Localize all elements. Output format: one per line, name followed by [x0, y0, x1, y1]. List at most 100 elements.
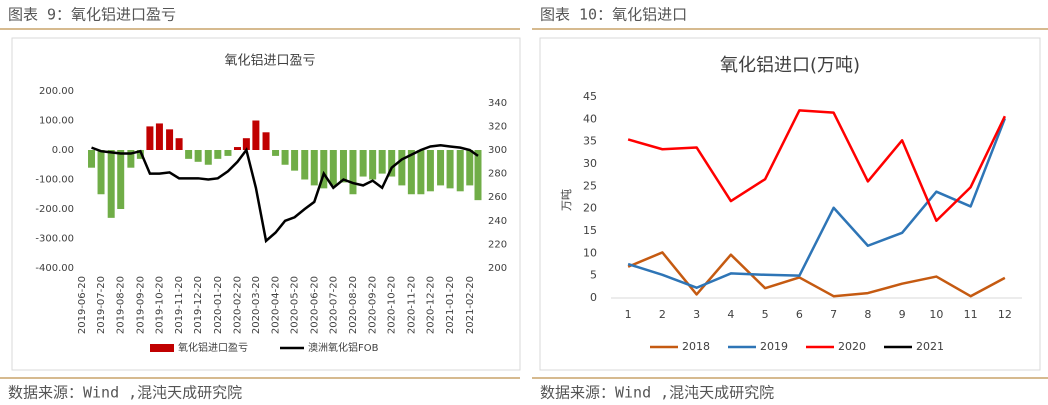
y2-tick-label: 240	[488, 216, 507, 227]
y-tick-label: 5	[590, 269, 597, 282]
bar	[388, 150, 396, 177]
x-tick-label: 5	[762, 308, 769, 321]
x-tick-label: 7	[830, 308, 837, 321]
x-tick-label: 2019-11-20	[174, 276, 185, 334]
y-tick-label: 0	[590, 291, 597, 304]
x-tick-label: 10	[929, 308, 943, 321]
y2-tick-label: 340	[488, 98, 507, 109]
bar	[107, 150, 115, 218]
legend-label: 氧化铝进口盈亏	[178, 341, 248, 354]
bar	[359, 150, 367, 177]
bar	[146, 126, 154, 150]
x-tick-label: 2020-06-20	[309, 276, 320, 334]
bar	[456, 150, 464, 192]
bar	[407, 150, 415, 195]
bar	[329, 150, 337, 186]
y-tick-label: 30	[583, 157, 597, 170]
legend-label: 澳洲氧化铝FOB	[308, 341, 379, 354]
y-tick-label: 35	[583, 135, 597, 148]
bar	[417, 150, 425, 195]
bar	[97, 150, 105, 195]
y-tick-label: 45	[583, 90, 597, 103]
y-tick-label: 25	[583, 179, 597, 192]
x-tick-label: 2020-10-20	[387, 276, 398, 334]
legend-label: 2020	[838, 340, 866, 353]
bar	[155, 123, 163, 150]
y2-tick-label: 320	[488, 121, 507, 132]
bar	[242, 138, 250, 150]
x-tick-label: 2020-05-20	[290, 276, 301, 334]
x-tick-label: 2019-09-20	[135, 276, 146, 334]
x-tick-label: 2019-12-20	[193, 276, 204, 334]
x-tick-label: 8	[864, 308, 871, 321]
y-axis-label: 万吨	[560, 189, 573, 211]
y-tick-label: 10	[583, 246, 597, 259]
y-tick-label: 0.00	[52, 145, 74, 156]
chart-frame	[539, 37, 1041, 371]
bar	[214, 150, 222, 159]
bar	[446, 150, 454, 189]
x-tick-label: 2020-02-20	[232, 276, 243, 334]
legend-label: 2021	[916, 340, 944, 353]
caption: 图表 9：氧化铝进口盈亏	[8, 6, 176, 24]
y-tick-label: 15	[583, 224, 597, 237]
x-tick-label: 2021-01-20	[445, 276, 456, 334]
bar	[437, 150, 445, 186]
chart-title: 氧化铝进口(万吨)	[720, 55, 860, 76]
bar	[88, 150, 96, 168]
bar	[291, 150, 299, 171]
bar	[166, 129, 174, 150]
bar	[281, 150, 289, 165]
x-tick-label: 2020-01-20	[213, 276, 224, 334]
y2-tick-label: 300	[488, 145, 507, 156]
x-tick-label: 11	[964, 308, 978, 321]
y-tick-label: -200.00	[35, 204, 74, 215]
bar	[369, 150, 377, 180]
bar	[301, 150, 309, 180]
x-tick-label: 2019-07-20	[96, 276, 107, 334]
x-tick-label: 2020-04-20	[271, 276, 282, 334]
bar	[175, 138, 183, 150]
bar	[426, 150, 434, 192]
bar	[310, 150, 318, 186]
bar	[127, 150, 135, 168]
x-tick-label: 4	[727, 308, 734, 321]
x-tick-label: 2019-08-20	[116, 276, 127, 334]
y-tick-label: -400.00	[35, 263, 74, 274]
caption: 图表 10：氧化铝进口	[540, 6, 687, 24]
x-tick-label: 2020-11-20	[406, 276, 417, 334]
chart-title: 氧化铝进口盈亏	[224, 54, 315, 69]
source: 数据来源：Wind ,混沌天成研究院	[8, 384, 242, 402]
chart-frame	[11, 37, 521, 371]
y-tick-label: -300.00	[35, 234, 74, 245]
legend-label: 2019	[760, 340, 788, 353]
legend-swatch	[150, 344, 174, 352]
bar	[252, 120, 260, 150]
bar	[262, 132, 270, 150]
y-tick-label: 40	[583, 112, 597, 125]
x-tick-label: 6	[796, 308, 803, 321]
y2-tick-label: 280	[488, 169, 507, 180]
bar	[320, 150, 328, 189]
x-tick-label: 12	[998, 308, 1012, 321]
x-tick-label: 2020-07-20	[328, 276, 339, 334]
bar	[272, 150, 280, 156]
line	[627, 117, 1007, 289]
bar	[339, 150, 347, 183]
bar	[185, 150, 193, 159]
x-tick-label: 9	[899, 308, 906, 321]
x-tick-label: 2	[659, 308, 666, 321]
bar	[194, 150, 202, 162]
x-tick-label: 2020-12-20	[425, 276, 436, 334]
y-tick-label: 100.00	[39, 116, 74, 127]
bar	[378, 150, 386, 174]
y2-tick-label: 220	[488, 239, 507, 250]
x-tick-label: 1	[625, 308, 632, 321]
y2-tick-label: 200	[488, 263, 507, 274]
line	[627, 251, 1006, 298]
y-tick-label: 200.00	[39, 86, 74, 97]
x-tick-label: 2019-06-20	[77, 276, 88, 334]
legend-label: 2018	[682, 340, 710, 353]
